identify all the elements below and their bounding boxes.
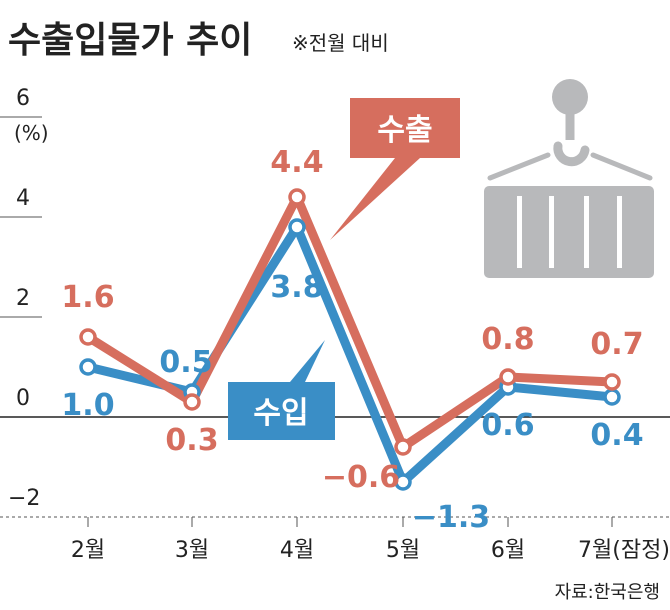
data-label: 0.7 [590, 327, 643, 362]
chart-title: 수출입물가 추이 [8, 20, 252, 61]
legend-export-label: 수출 [377, 113, 432, 148]
legend-export: 수출 [330, 98, 460, 240]
data-label: −1.3 [412, 500, 490, 535]
y-tick-label: 4 [16, 186, 30, 211]
data-point [288, 188, 306, 206]
x-tick-label: 7월(잠정) [578, 538, 670, 563]
data-point [183, 393, 201, 411]
legend-import: 수입 [228, 340, 335, 440]
data-label: 0.3 [165, 423, 218, 458]
chart-subtitle: ※전월 대비 [292, 31, 389, 55]
data-label: 0.5 [159, 345, 212, 380]
legend-import-label: 수입 [253, 396, 308, 431]
y-tick-label: 6 [16, 86, 30, 111]
data-point [394, 473, 412, 491]
x-tick-label: 3월 [175, 538, 209, 563]
data-label: 0.4 [590, 418, 643, 453]
data-point [79, 328, 97, 346]
data-label: 1.0 [61, 388, 114, 423]
y-axis-unit: (%) [14, 121, 49, 145]
x-tick-label: 2월 [71, 538, 105, 563]
data-point [603, 388, 621, 406]
source-note: 자료:한국은행 [555, 582, 660, 603]
data-label: 4.4 [270, 145, 323, 180]
x-tick-label: 4월 [280, 538, 314, 563]
data-point [288, 218, 306, 236]
series-line-export [85, 192, 613, 452]
y-tick-label: 0 [16, 386, 30, 411]
data-point [79, 358, 97, 376]
container-icon [484, 79, 654, 278]
data-label: 3.8 [270, 270, 323, 305]
data-point [499, 368, 517, 386]
data-label: 1.6 [61, 280, 114, 315]
data-point [603, 373, 621, 391]
data-label: 0.6 [481, 408, 534, 443]
data-label: −0.6 [322, 460, 400, 495]
data-label: 0.8 [481, 322, 534, 357]
x-tick-label: 5월 [386, 538, 420, 563]
data-point [394, 438, 412, 456]
y-tick-label: −2 [8, 486, 40, 511]
x-tick-label: 6월 [491, 538, 525, 563]
y-tick-label: 2 [16, 286, 30, 311]
